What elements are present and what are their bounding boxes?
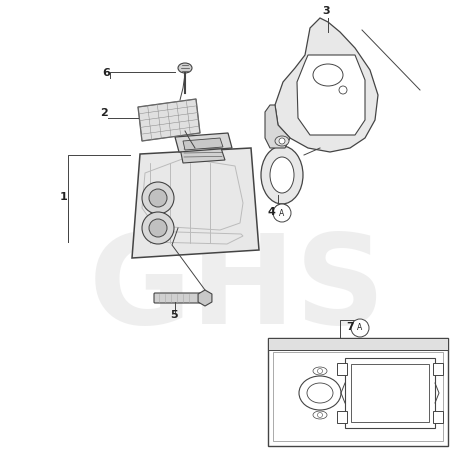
- Bar: [268, 338, 448, 350]
- Text: 4: 4: [268, 207, 276, 217]
- FancyBboxPatch shape: [154, 293, 201, 303]
- Ellipse shape: [313, 64, 343, 86]
- Polygon shape: [138, 99, 200, 141]
- Circle shape: [273, 204, 291, 222]
- Circle shape: [149, 219, 167, 237]
- Ellipse shape: [178, 63, 192, 73]
- Ellipse shape: [261, 146, 303, 204]
- Text: 6: 6: [102, 68, 110, 78]
- Ellipse shape: [275, 136, 289, 146]
- Ellipse shape: [313, 367, 327, 375]
- Polygon shape: [183, 138, 223, 150]
- Polygon shape: [265, 105, 290, 148]
- FancyBboxPatch shape: [351, 364, 429, 422]
- Text: A: A: [279, 209, 284, 218]
- Circle shape: [279, 206, 285, 212]
- Ellipse shape: [299, 376, 341, 410]
- Text: 2: 2: [100, 108, 108, 118]
- Polygon shape: [275, 18, 378, 152]
- FancyBboxPatch shape: [268, 338, 448, 446]
- Bar: [433, 363, 443, 375]
- Ellipse shape: [270, 157, 294, 193]
- FancyBboxPatch shape: [345, 358, 435, 428]
- Circle shape: [318, 412, 322, 418]
- Circle shape: [149, 189, 167, 207]
- Circle shape: [351, 319, 369, 337]
- Circle shape: [142, 212, 174, 244]
- Bar: [337, 411, 347, 423]
- Circle shape: [279, 138, 285, 144]
- Circle shape: [142, 182, 174, 214]
- Bar: [337, 363, 347, 375]
- Text: 7: 7: [346, 322, 354, 332]
- Text: A: A: [357, 323, 363, 332]
- FancyBboxPatch shape: [273, 352, 443, 441]
- Circle shape: [318, 368, 322, 374]
- Text: GHS: GHS: [88, 229, 386, 350]
- Text: 5: 5: [170, 310, 178, 320]
- Polygon shape: [180, 145, 225, 163]
- Text: 3: 3: [322, 6, 329, 16]
- Polygon shape: [132, 148, 259, 258]
- Text: 1: 1: [60, 192, 68, 202]
- Circle shape: [339, 86, 347, 94]
- Ellipse shape: [313, 411, 327, 419]
- Ellipse shape: [307, 383, 333, 403]
- Ellipse shape: [275, 204, 289, 214]
- Polygon shape: [175, 133, 232, 152]
- Bar: [433, 411, 443, 423]
- Polygon shape: [297, 55, 365, 135]
